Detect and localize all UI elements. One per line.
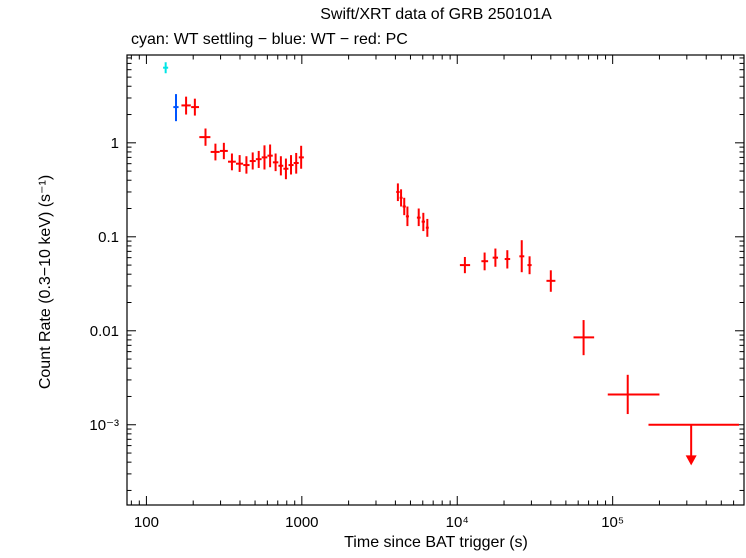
y-axis-label: Count Rate (0.3−10 keV) (s⁻¹) [37, 174, 54, 390]
x-tick-label: 10⁴ [446, 514, 469, 531]
chart-legend: cyan: WT settling − blue: WT − red: PC [131, 31, 408, 48]
y-tick-label: 0.1 [98, 229, 119, 246]
chart-title: Swift/XRT data of GRB 250101A [320, 6, 552, 23]
y-tick-label: 1 [111, 135, 119, 152]
upper-limit-arrow-icon [685, 455, 697, 466]
x-tick-label: 1000 [285, 514, 318, 531]
y-tick-label: 0.01 [90, 323, 119, 340]
x-axis-label: Time since BAT trigger (s) [344, 534, 528, 551]
x-tick-label: 100 [134, 514, 159, 531]
y-tick-label: 10⁻³ [89, 417, 119, 434]
plot-frame [126, 54, 745, 506]
x-tick-label: 10⁵ [601, 514, 624, 531]
